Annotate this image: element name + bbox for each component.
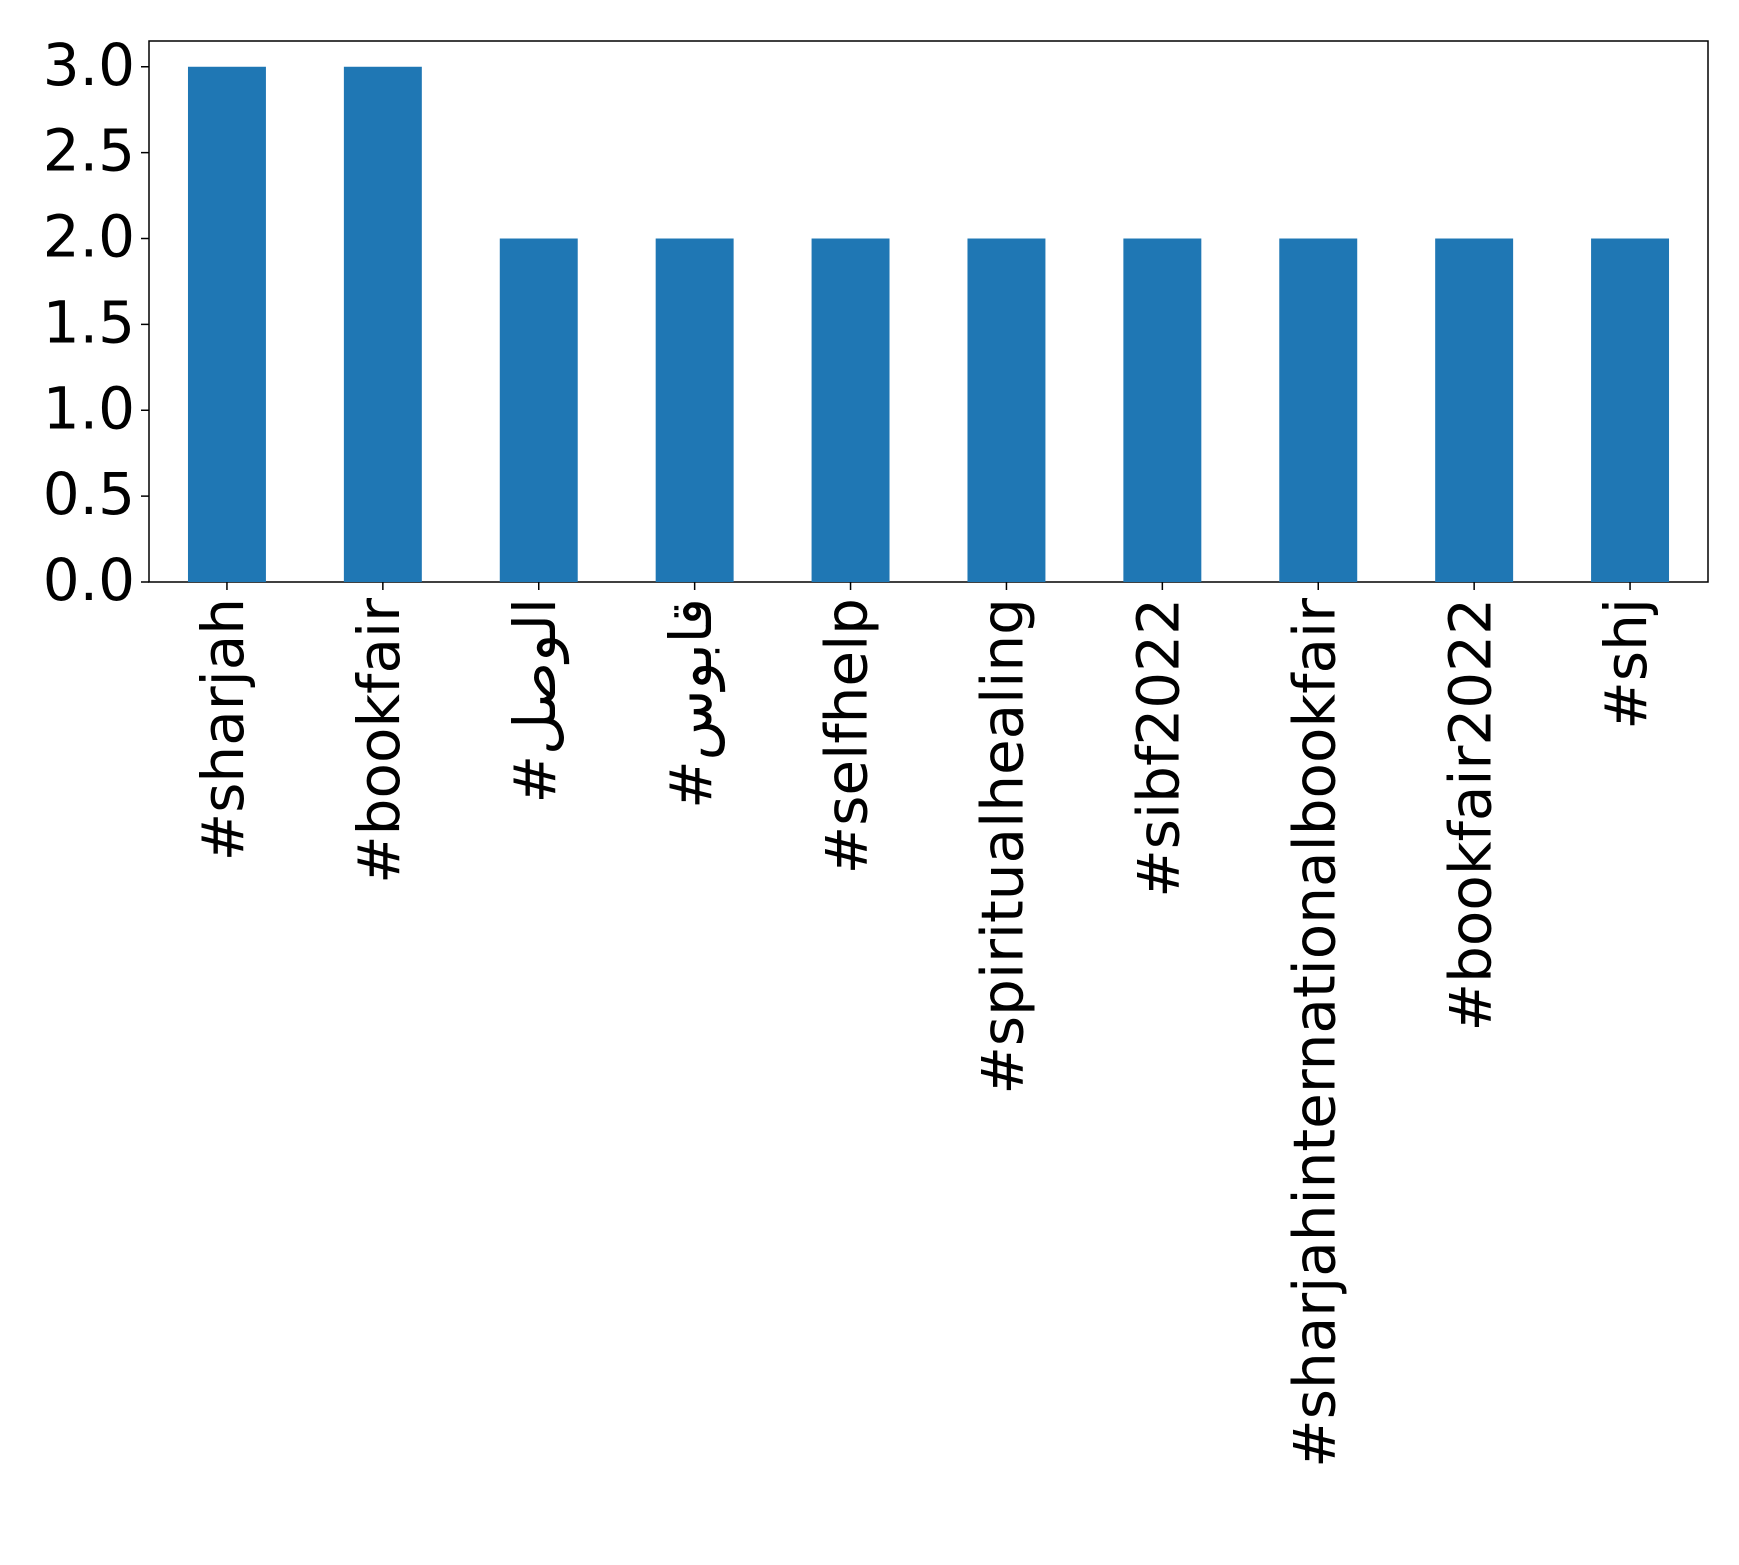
x-tick-label: #sharjah [189,598,257,861]
bar [1279,238,1358,582]
bar [1435,238,1514,582]
x-tick-label: #قابوس [657,598,726,809]
y-tick-label: 1.5 [43,288,135,356]
x-tick-label: #الوصل [501,598,570,804]
x-tick-label: #spiritualhealing [969,598,1037,1095]
y-tick-label: 1.0 [43,374,135,442]
bar [967,238,1046,582]
bar [1123,238,1202,582]
y-tick-label: 0.0 [43,546,135,614]
x-tick-label: #selfhelp [813,598,881,874]
bar [187,66,266,582]
x-tick-label: #bookfair2022 [1436,598,1504,1032]
x-tick-label: #shj [1592,598,1660,730]
bar [1591,238,1670,582]
bar [343,66,422,582]
y-tick-label: 3.0 [43,31,135,99]
x-tick-label: #sharjahinternationalbookfair [1280,598,1348,1468]
bar [655,238,734,582]
y-tick-label: 2.5 [43,117,135,185]
y-tick-label: 0.5 [43,460,135,528]
bar [499,238,578,582]
y-tick-label: 2.0 [43,203,135,271]
x-tick-label: #sibf2022 [1124,598,1192,898]
bar [811,238,890,582]
plot-frame [148,40,1709,583]
x-tick-label: #bookfair [345,598,413,884]
